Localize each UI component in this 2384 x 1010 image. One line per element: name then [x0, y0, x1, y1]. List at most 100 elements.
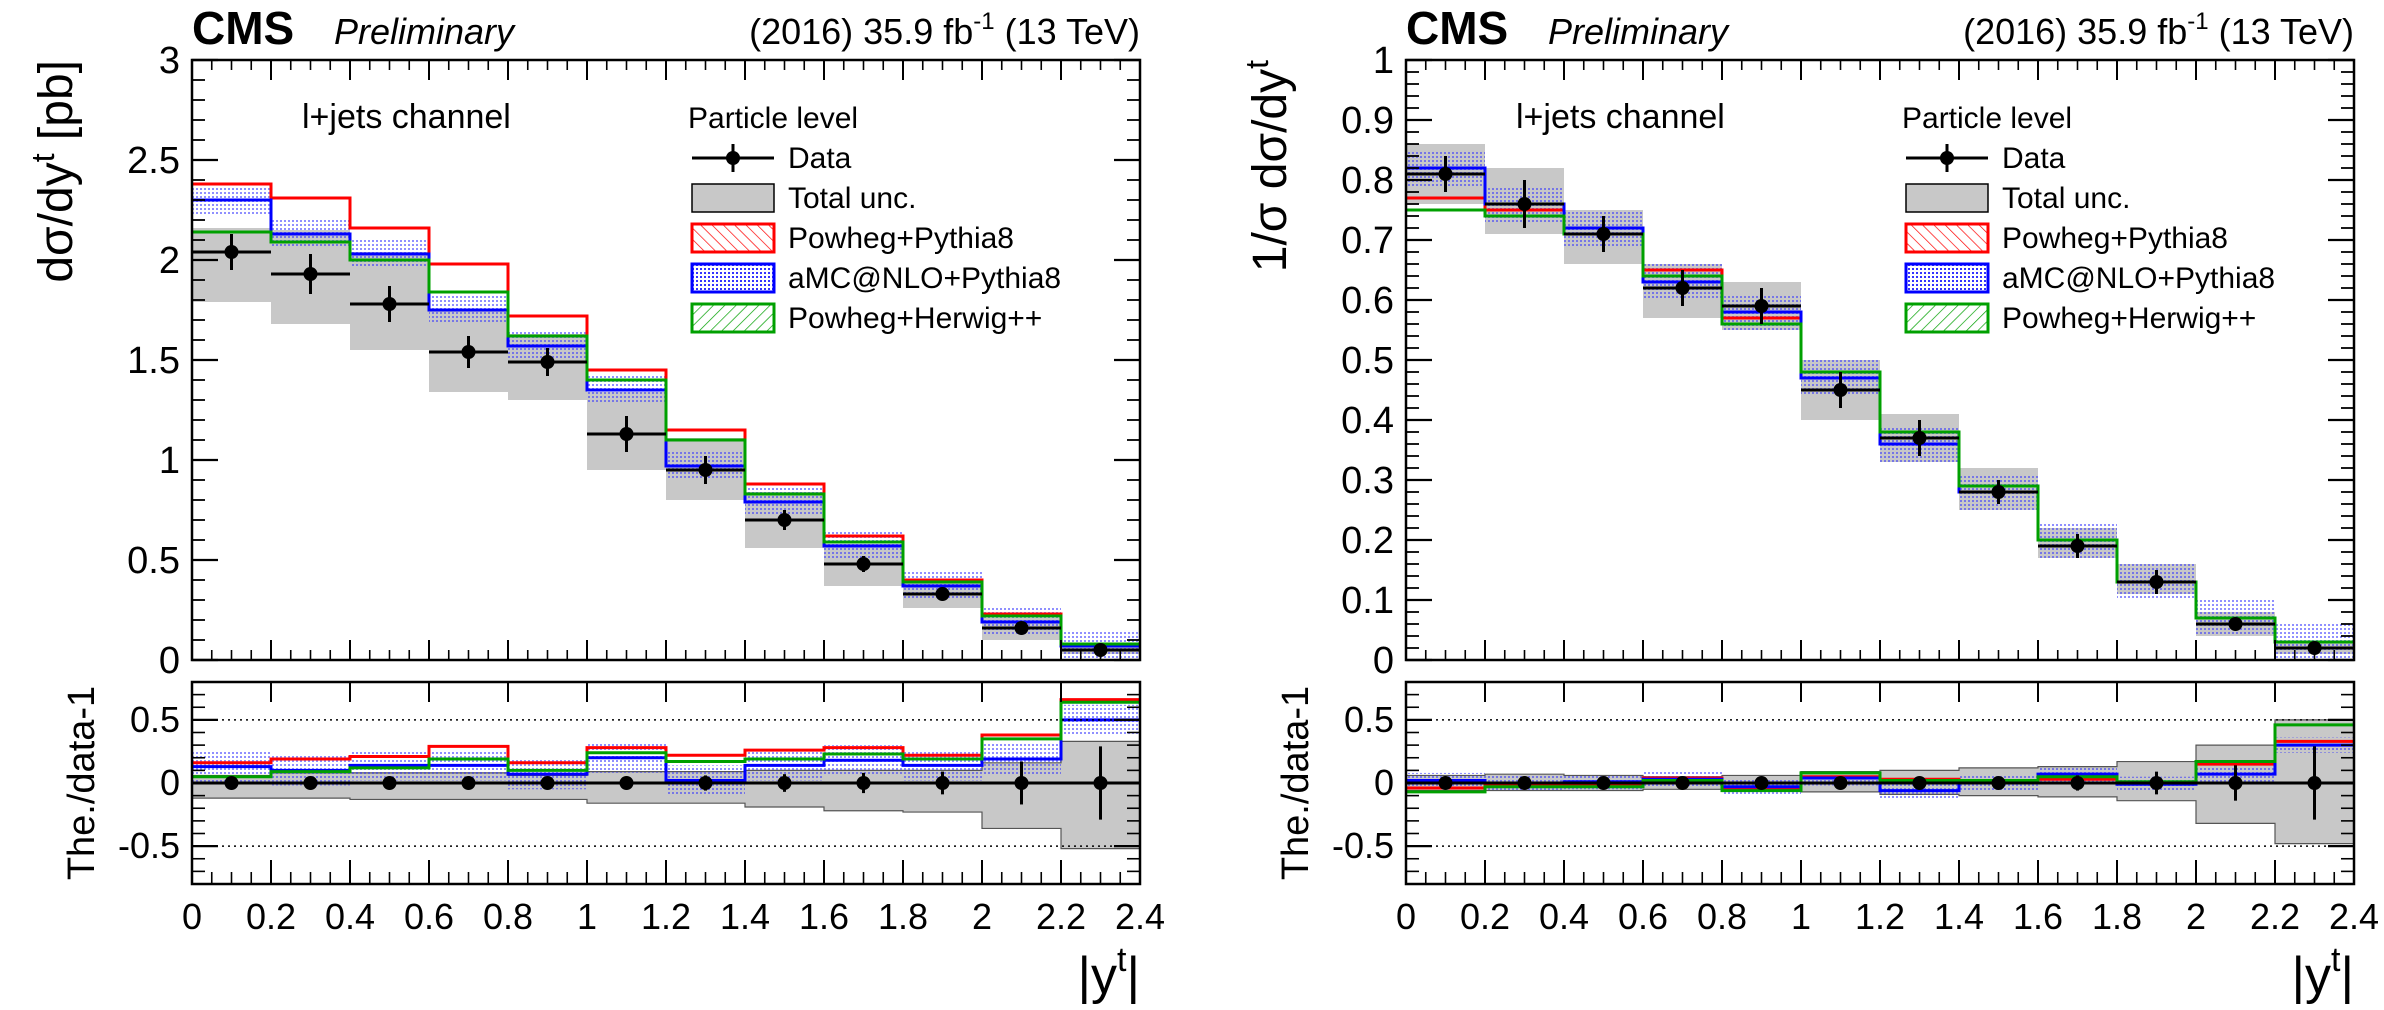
ratio-data-point [2070, 776, 2085, 790]
ratio-y-tick-label: 0.5 [1344, 699, 1394, 740]
x-tick-label: 1.8 [2092, 896, 2142, 937]
main-pad: 0 0.1 0.2 0.3 0.4 0.5 0.6 0.7 0.8 0.9 1 1/σ dσ/dyt C… [1239, 2, 2356, 682]
legend-label-unc: Total unc. [788, 182, 916, 215]
y-tick-label: 0.5 [1341, 340, 1394, 382]
legend-powheg-pythia-swatch [690, 222, 776, 254]
ratio-y-tick-label: 0 [1374, 762, 1394, 803]
x-tick-label: 1.4 [1934, 896, 1984, 937]
ratio-pad: -0.500.50 0.2 0.4 0.6 0.8 1 1.2 1.4 1.6 1.8 2 2.2 2.… [61, 680, 1165, 1005]
data-point [777, 513, 792, 527]
ratio-y-axis-title-text: The./data-1 [61, 686, 103, 880]
legend-label-data: Data [2002, 142, 2066, 175]
powheg_herwig-line [192, 230, 1140, 646]
ratio-data-point [540, 776, 555, 790]
y-axis-title: dσ/dyt [pb] [25, 60, 83, 283]
ratio-y-axis-title-text: The./data-1 [1275, 686, 1317, 880]
data-point [1438, 167, 1453, 181]
powheg_herwig-ratio-line [192, 700, 1140, 779]
ratio-data-point [1912, 776, 1927, 790]
ratio-data-point [1517, 776, 1532, 790]
legend-label-powheg_herwig: Powheg+Herwig++ [2002, 302, 2256, 335]
x-tick-label: 1.2 [1855, 896, 1905, 937]
lumi-value: (2016) 35.9 fb [1963, 11, 2187, 52]
data-point [2149, 575, 2164, 589]
ratio-unc-outline-bottom [192, 797, 1140, 850]
ratio-pad: -0.500.50 0.2 0.4 0.6 0.8 1 1.2 1.4 1.6 1.8 2 2.2 2.… [1275, 680, 2379, 1005]
y-tick-label: 3 [159, 40, 180, 82]
ratio-data-point [1754, 776, 1769, 790]
x-axis-title-main: |y [1078, 947, 1118, 1005]
x-tick-label: 1.6 [2013, 896, 2063, 937]
data-point [619, 427, 634, 441]
ratio-data-point [2149, 776, 2164, 790]
status-label: Preliminary [1548, 11, 1730, 52]
y-axis-title: 1/σ dσ/dyt [1239, 60, 1297, 272]
ratio-data-point [619, 776, 634, 790]
channel-label: l+jets channel [1516, 98, 1725, 136]
x-tick-label: 2.4 [2329, 896, 2379, 937]
ratio-data-point [856, 776, 871, 790]
x-axis-title: |yt| [1078, 941, 1140, 1005]
data-point [935, 587, 950, 601]
ratio-data-point [1014, 776, 1029, 790]
lumi-label: (2016) 35.9 fb-1 (13 TeV) [1963, 8, 2354, 52]
main-frame [190, 58, 1142, 662]
x-axis-title-end: | [2340, 947, 2354, 1005]
x-tick-label: 0 [1396, 896, 1416, 937]
legend-powheg-herwig-swatch [690, 302, 776, 334]
ratio-data-point [2307, 776, 2322, 790]
legend-powheg-herwig-swatch [1904, 302, 1990, 334]
y-tick-label: 0 [1373, 640, 1394, 682]
x-tick-label: 1.6 [799, 896, 849, 937]
legend-header: Particle level [688, 102, 858, 135]
x-axis-title: |yt| [2292, 941, 2354, 1005]
y-tick-label: 1 [159, 440, 180, 482]
panel-right: 00.10.20.30.40.50.60.70.80.911/σ dσ/dytC… [1239, 2, 2379, 1005]
x-tick-label: 0.4 [1539, 896, 1589, 937]
y-tick-label: 0.4 [1341, 400, 1394, 442]
channel-label: l+jets channel [302, 98, 511, 136]
ratio-data-point [382, 776, 397, 790]
legend-label-unc: Total unc. [2002, 182, 2130, 215]
y-tick-label: 0.9 [1341, 100, 1394, 142]
y-tick-label: 1.5 [127, 340, 180, 382]
legend-label-powheg_pythia: Powheg+Pythia8 [2002, 222, 2228, 255]
data-point [1991, 485, 2006, 499]
ratio-y-tick-label: 0.5 [130, 699, 180, 740]
x-tick-label: 0.6 [1618, 896, 1668, 937]
data-point [2307, 641, 2322, 655]
status-label: Preliminary [334, 11, 516, 52]
y-tick-label: 1 [1373, 40, 1394, 82]
ratio-data-point [935, 776, 950, 790]
x-tick-label: 0.4 [325, 896, 375, 937]
ratio-data-point [1093, 776, 1108, 790]
main-pad: 0 0.5 1 1.5 2 2.5 3 dσ/dyt [pb] CMS Preliminary (2… [25, 2, 1142, 682]
y-tick-label: 2 [159, 240, 180, 282]
y-axis-title-main: dσ/dy [30, 162, 83, 282]
ratio-data-point [1833, 776, 1848, 790]
data-point [1675, 281, 1690, 295]
x-tick-label: 0.8 [1697, 896, 1747, 937]
x-tick-label: 0 [182, 896, 202, 937]
x-tick-label: 1.8 [878, 896, 928, 937]
y-tick-label: 0.6 [1341, 280, 1394, 322]
legend-amcnlo-pythia-swatch [1904, 262, 1990, 294]
lumi-value: (2016) 35.9 fb [749, 11, 973, 52]
data-point [461, 345, 476, 359]
legend-powheg-pythia-swatch [1904, 222, 1990, 254]
legend-amcnlo-pythia-swatch [690, 262, 776, 294]
y-tick-label: 0.2 [1341, 520, 1394, 562]
ratio-data-point [1675, 776, 1690, 790]
lumi-energy: (13 TeV) [995, 11, 1140, 52]
legend-header: Particle level [1902, 102, 2072, 135]
legend-label-powheg_pythia: Powheg+Pythia8 [788, 222, 1014, 255]
data-point [2070, 539, 2085, 553]
ratio-data-point [698, 776, 713, 790]
ratio-y-tick-label: 0 [160, 762, 180, 803]
x-tick-label: 2.4 [1115, 896, 1165, 937]
x-axis-title-main: |y [2292, 947, 2332, 1005]
lumi-sup: -1 [973, 8, 994, 35]
powheg_herwig-line [1406, 208, 2354, 644]
data-point [698, 463, 713, 477]
